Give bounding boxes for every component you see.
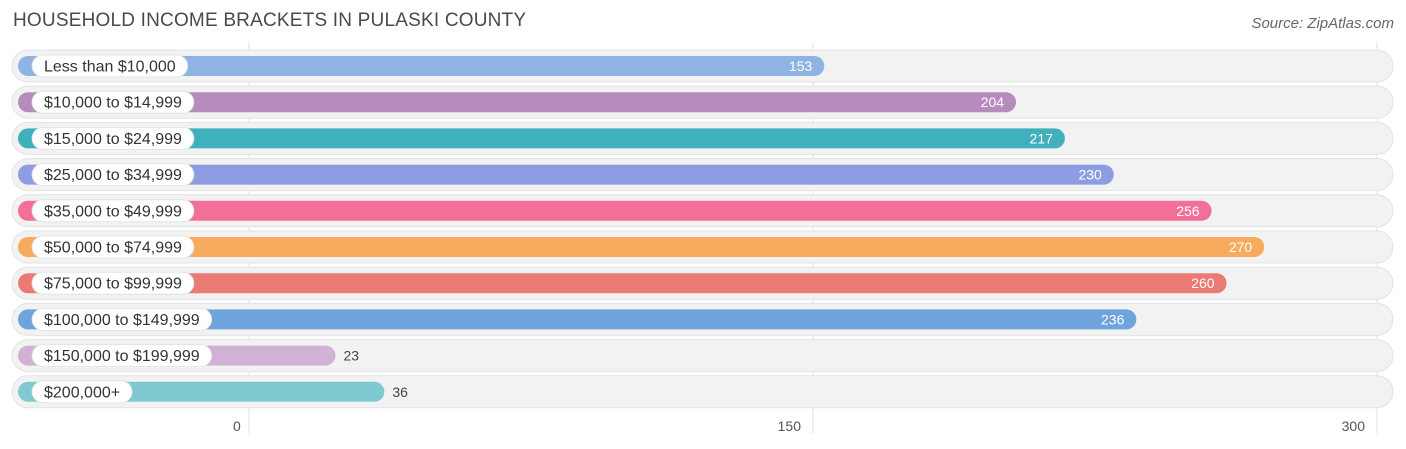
bar[interactable]	[18, 200, 1212, 221]
bar-row: $15,000 to $24,999 217	[11, 121, 1394, 155]
value-label: 36	[392, 384, 408, 400]
value-label: 217	[1030, 130, 1054, 146]
category-label: Less than $10,000	[44, 59, 176, 76]
bar[interactable]	[18, 92, 1017, 113]
bar-rows: Less than $10,000 153 $10,000 to $14,999 20…	[11, 49, 1394, 409]
category-pill	[31, 344, 213, 368]
category-label: $15,000 to $24,999	[44, 131, 182, 148]
category-label: $50,000 to $74,999	[44, 240, 182, 257]
category-label: $35,000 to $49,999	[44, 203, 182, 220]
value-label: 256	[1176, 203, 1200, 219]
category-pill	[31, 235, 195, 259]
bar-row: $35,000 to $49,999 256	[11, 194, 1394, 228]
category-label: $75,000 to $99,999	[44, 276, 182, 293]
bar-row: $50,000 to $74,999 270	[11, 230, 1394, 264]
bar-row: $75,000 to $99,999 260	[11, 266, 1394, 300]
bar[interactable]	[18, 164, 1114, 185]
bar[interactable]	[18, 128, 1065, 149]
category-label: $150,000 to $199,999	[44, 348, 200, 365]
category-pill	[31, 127, 195, 150]
bar-row: $100,000 to $149,999 236	[11, 302, 1394, 336]
x-tick-label: 150	[778, 418, 802, 434]
bar[interactable]	[18, 56, 825, 76]
value-label: 153	[789, 58, 813, 74]
value-label: 204	[981, 94, 1005, 110]
category-pill	[31, 163, 195, 187]
bar-track	[11, 339, 1394, 373]
bar-row: $10,000 to $14,999 204	[11, 85, 1394, 119]
bar-row: $150,000 to $199,999 23	[11, 339, 1394, 373]
x-tick-label: 0	[233, 418, 241, 434]
category-pill	[31, 90, 195, 114]
value-label: 260	[1191, 275, 1215, 291]
category-pill	[31, 199, 195, 223]
bar[interactable]	[18, 273, 1227, 294]
category-label: $100,000 to $149,999	[44, 312, 200, 329]
value-label: 270	[1229, 239, 1253, 255]
bar-row: $200,000+ 36	[11, 375, 1394, 409]
chart-source: Source: ZipAtlas.com	[1251, 15, 1394, 32]
category-pill	[31, 271, 195, 295]
bar-row: $25,000 to $34,999 230	[11, 158, 1394, 192]
category-pill	[31, 54, 189, 78]
value-label: 236	[1101, 311, 1125, 327]
bar-row: Less than $10,000 153	[11, 49, 1394, 83]
x-tick-label: 300	[1342, 418, 1366, 434]
bar[interactable]	[18, 237, 1265, 257]
bar[interactable]	[18, 309, 1137, 330]
value-label: 230	[1078, 167, 1102, 183]
chart-title: HOUSEHOLD INCOME BRACKETS IN PULASKI COU…	[13, 10, 527, 31]
category-pill	[31, 307, 213, 331]
value-label: 23	[343, 348, 359, 364]
category-label: $10,000 to $14,999	[44, 95, 182, 112]
category-pill	[31, 380, 133, 404]
category-label: $25,000 to $34,999	[44, 167, 182, 184]
category-label: $200,000+	[44, 384, 120, 401]
x-axis-ticks: 0 150 300	[233, 418, 1365, 434]
